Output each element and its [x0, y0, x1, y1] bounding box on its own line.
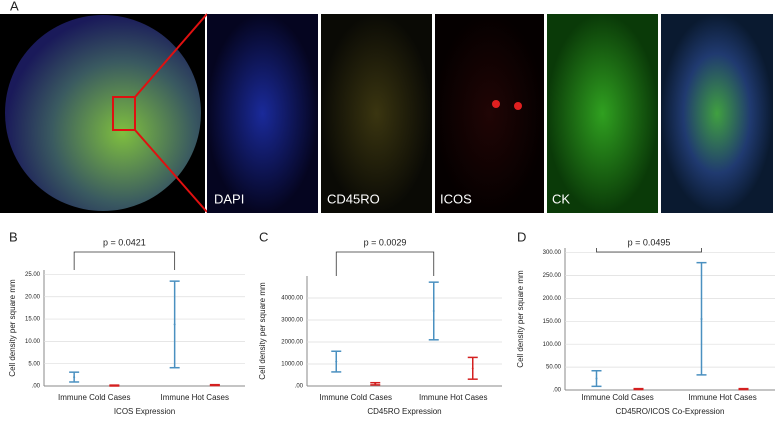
tissue-core — [5, 15, 201, 211]
y-tick-label: 2000.00 — [281, 340, 303, 346]
y-tick-label: .00 — [295, 384, 304, 390]
mean-point — [374, 382, 377, 385]
significance-bracket — [73, 251, 176, 270]
p-value: p = 0.0421 — [103, 237, 146, 247]
zoom-line — [134, 129, 208, 213]
channel-label: CK — [552, 191, 570, 206]
y-tick-label: 5.00 — [28, 361, 40, 367]
icos-image — [435, 14, 544, 213]
ck-image — [547, 14, 658, 213]
x-tick-label: Immune Cold Cases — [58, 393, 130, 402]
x-axis-label: ICOS Expression — [114, 407, 175, 416]
y-tick-label: 150.00 — [543, 319, 562, 325]
mean-point — [742, 388, 745, 391]
mean-point — [595, 377, 598, 380]
y-tick-label: 1000.00 — [281, 362, 303, 368]
channel-label: CD45RO — [327, 191, 380, 206]
x-tick-label: Immune Cold Cases — [320, 393, 392, 402]
icos-cell — [492, 100, 500, 108]
mean-point — [432, 309, 435, 312]
y-tick-label: 25.00 — [25, 272, 41, 278]
y-axis-label: Cell density per square mm — [8, 279, 17, 377]
zoom-box — [112, 96, 136, 131]
mean-point — [73, 376, 76, 379]
mean-point — [700, 318, 703, 320]
y-tick-label: 15.00 — [25, 317, 41, 323]
panel-label: C — [259, 229, 268, 244]
y-tick-label: 50.00 — [546, 365, 562, 371]
dapi-image — [207, 14, 318, 213]
y-tick-label: 250.00 — [543, 273, 562, 279]
x-tick-label: Immune Hot Cases — [419, 393, 487, 402]
channel-label: ICOS — [440, 191, 472, 206]
y-tick-label: 4000.00 — [281, 296, 303, 302]
mean-point — [335, 360, 338, 363]
x-axis-label: CD45RO/ICOS Co-Expression — [616, 407, 725, 416]
mean-point — [113, 384, 116, 387]
zoom-line — [134, 13, 208, 98]
p-value: p = 0.0495 — [628, 237, 671, 247]
panel-label: D — [517, 229, 526, 244]
mean-point — [471, 367, 474, 370]
significance-bracket — [335, 251, 435, 276]
y-tick-label: 100.00 — [543, 342, 562, 348]
mean-point — [173, 323, 176, 326]
x-tick-label: Immune Cold Cases — [581, 393, 653, 402]
x-tick-label: Immune Hot Cases — [161, 393, 229, 402]
panel-label: A — [10, 0, 19, 13]
x-tick-label: Immune Hot Cases — [688, 393, 756, 402]
y-axis-label: Cell density per square mm — [258, 282, 267, 380]
cd45ro-image — [321, 14, 432, 213]
y-tick-label: 200.00 — [543, 296, 562, 302]
merge-image — [661, 14, 773, 213]
y-tick-label: .00 — [32, 384, 41, 390]
x-axis-label: CD45RO Expression — [367, 407, 441, 416]
channel-label: DAPI — [214, 191, 244, 206]
y-tick-label: 300.00 — [543, 250, 562, 256]
y-tick-label: 3000.00 — [281, 318, 303, 324]
p-value: p = 0.0029 — [364, 237, 407, 247]
mean-point — [637, 388, 640, 391]
y-tick-label: 20.00 — [25, 294, 41, 300]
panel-label: B — [9, 229, 18, 244]
mean-point — [213, 384, 216, 387]
icos-cell — [514, 102, 522, 110]
y-tick-label: 10.00 — [25, 339, 41, 345]
y-axis-label: Cell density per square mm — [516, 270, 525, 368]
y-tick-label: .00 — [553, 388, 562, 394]
significance-bracket — [596, 248, 702, 253]
